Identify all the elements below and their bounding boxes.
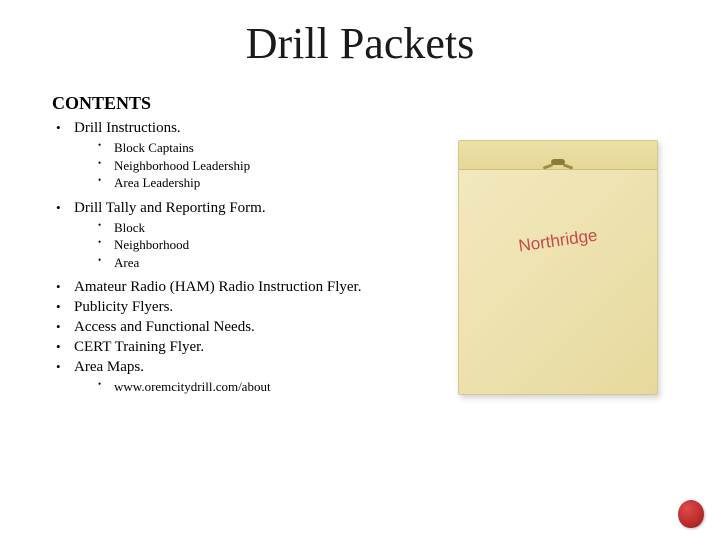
contents-list: Drill Instructions. Block Captains Neigh… (52, 120, 438, 404)
list-item-label: Amateur Radio (HAM) Radio Instruction Fl… (74, 279, 361, 295)
sub-item: Block (96, 219, 438, 237)
envelope-graphic: Northridge (458, 140, 658, 395)
list-item-label: CERT Training Flyer. (74, 339, 204, 355)
top-list: Drill Instructions. Block Captains Neigh… (52, 120, 438, 396)
sub-item: Area (96, 254, 438, 272)
envelope-column: Northridge (458, 120, 668, 404)
sub-item: Neighborhood (96, 236, 438, 254)
list-item-label: Drill Tally and Reporting Form. (74, 200, 266, 216)
envelope-label: Northridge (517, 226, 598, 257)
page-title: Drill Packets (52, 18, 668, 69)
list-item-label: Publicity Flyers. (74, 299, 173, 315)
list-item-label: Area Maps. (74, 359, 144, 375)
envelope-clasp-icon (543, 159, 573, 177)
content-row: Drill Instructions. Block Captains Neigh… (52, 120, 668, 404)
list-item: Access and Functional Needs. (52, 319, 438, 336)
sub-list: Block Neighborhood Area (74, 219, 438, 272)
list-item: Drill Instructions. Block Captains Neigh… (52, 120, 438, 192)
accent-dot-icon (678, 500, 704, 528)
list-item: Publicity Flyers. (52, 299, 438, 316)
contents-heading: CONTENTS (52, 93, 668, 114)
sub-item: www.oremcitydrill.com/about (96, 378, 438, 396)
sub-item: Block Captains (96, 139, 438, 157)
list-item: CERT Training Flyer. (52, 339, 438, 356)
sub-list: Block Captains Neighborhood Leadership A… (74, 139, 438, 192)
list-item: Amateur Radio (HAM) Radio Instruction Fl… (52, 279, 438, 296)
sub-item: Neighborhood Leadership (96, 157, 438, 175)
list-item-label: Access and Functional Needs. (74, 319, 255, 335)
list-item: Drill Tally and Reporting Form. Block Ne… (52, 200, 438, 272)
sub-item: Area Leadership (96, 174, 438, 192)
slide: Drill Packets CONTENTS Drill Instruction… (0, 0, 720, 540)
list-item-label: Drill Instructions. (74, 120, 181, 136)
sub-list: www.oremcitydrill.com/about (74, 378, 438, 396)
list-item: Area Maps. www.oremcitydrill.com/about (52, 359, 438, 396)
